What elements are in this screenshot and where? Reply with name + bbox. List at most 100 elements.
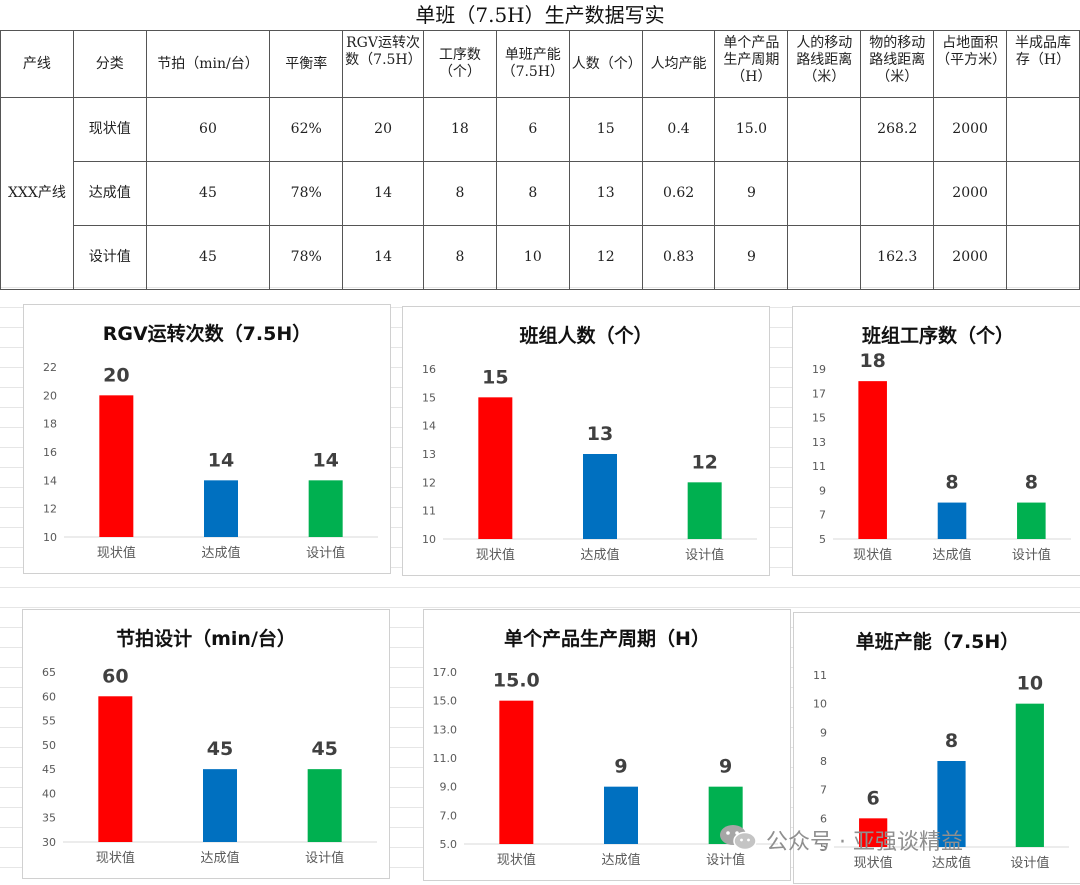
y-tick-label: 13.0 [433,723,458,736]
header-cell[interactable]: 产线 [0,30,74,98]
table-cell[interactable] [860,161,935,226]
bar[interactable] [858,381,887,539]
data-label: 12 [691,451,717,473]
y-tick-label: 22 [43,361,57,374]
table-cell[interactable]: 达成值 [72,161,147,226]
chart-title: RGV运转次数（7.5H） [103,322,312,345]
y-tick-label: 19 [812,363,826,376]
table-header-row: 产线 分类 节拍（min/台） 平衡率 RGV运转次数（7.5H） 工序数（个）… [0,30,1080,98]
table-cell[interactable]: 15 [568,97,643,162]
header-cell[interactable]: 分类 [72,30,147,98]
table-cell[interactable]: 45 [145,161,271,226]
category-label: 达成值 [580,547,619,563]
header-cell[interactable]: 人均产能 [641,30,716,98]
table-cell[interactable]: 162.3 [860,225,935,290]
table-cell[interactable]: 60 [145,97,271,162]
data-label: 45 [311,738,337,760]
table-cell[interactable]: 45 [145,225,271,290]
y-tick-label: 10 [422,533,436,546]
y-tick-label: 10 [43,531,57,544]
chart-rgv-runs[interactable]: RGV运转次数（7.5H） 10 12 14 16 18 20 22 20 现状值 14 达成值 14 设… [23,304,391,574]
table-cell[interactable]: 18 [422,97,497,162]
y-tick-label: 7 [820,784,827,797]
table-cell[interactable]: 现状值 [72,97,147,162]
table-cell[interactable]: 2000 [933,161,1008,226]
category-label: 现状值 [854,855,893,871]
table-cell[interactable]: 13 [568,161,643,226]
table-cell[interactable]: 20 [342,97,424,162]
table-cell[interactable]: 8 [495,161,570,226]
header-cell[interactable]: 物的移动路线距离（米） [860,30,935,98]
chart-team-process-count[interactable]: 班组工序数（个） 5 7 9 11 13 15 17 19 18 现状值 8 达成值 8 设计值 [792,306,1080,576]
header-cell[interactable]: 平衡率 [269,30,344,98]
bar[interactable] [604,786,638,844]
header-cell[interactable]: 单个产品生产周期（H） [714,30,789,98]
category-label: 达成值 [201,545,240,561]
data-label: 10 [1017,673,1043,695]
category-label: 设计值 [305,850,344,866]
chart-svg: RGV运转次数（7.5H） 10 12 14 16 18 20 22 20 现状值 14 达成值 14 设… [43,322,378,561]
table-cell[interactable] [787,97,862,162]
header-cell[interactable]: RGV运转次数（7.5H） [342,30,424,98]
bar[interactable] [583,454,617,539]
header-cell[interactable]: 节拍（min/台） [145,30,271,98]
table-cell[interactable]: 设计值 [72,225,147,290]
table-cell[interactable]: 9 [714,225,789,290]
bar[interactable] [859,818,888,847]
table-cell[interactable] [1006,97,1080,162]
bar[interactable] [1015,703,1044,847]
category-label: 达成值 [932,547,971,563]
table-cell[interactable]: 14 [342,161,424,226]
table-cell[interactable]: 9 [714,161,789,226]
table-cell[interactable]: 2000 [933,97,1008,162]
chart-takt-design[interactable]: 节拍设计（min/台） 30 35 40 45 50 55 60 65 60 现状值 45 达成值 45 设… [22,609,390,879]
table-cell[interactable]: 15.0 [714,97,789,162]
table-cell[interactable] [1006,161,1080,226]
chart-svg: 节拍设计（min/台） 30 35 40 45 50 55 60 65 60 现状值 45 达成值 45 设… [42,627,377,866]
table-cell[interactable]: 78% [269,225,344,290]
category-label: 设计值 [1010,855,1049,871]
bar[interactable] [478,397,513,539]
header-cell[interactable]: 人数（个） [568,30,643,98]
table-cell[interactable]: 2000 [933,225,1008,290]
bar[interactable] [99,395,134,537]
table-cell[interactable]: 12 [568,225,643,290]
bar[interactable] [937,502,967,539]
header-cell[interactable]: 人的移动路线距离（米） [787,30,862,98]
table-cell[interactable] [787,161,862,226]
table-cell[interactable]: 268.2 [860,97,935,162]
data-label: 60 [102,665,128,687]
table-cell[interactable]: 62% [269,97,344,162]
bar[interactable] [308,480,343,537]
bar[interactable] [687,482,722,539]
bar[interactable] [1017,502,1046,539]
header-cell[interactable]: 单班产能（7.5H） [495,30,570,98]
y-tick-label: 6 [820,812,827,825]
y-tick-label: 14 [422,420,436,433]
header-cell[interactable]: 半成品库存（H） [1006,30,1080,98]
table-cell[interactable]: 10 [495,225,570,290]
line-name-cell[interactable]: XXX产线 [0,97,74,290]
table-cell[interactable]: 14 [342,225,424,290]
table-cell[interactable]: 6 [495,97,570,162]
table-cell[interactable]: 8 [422,161,497,226]
table-cell[interactable]: 0.83 [641,225,716,290]
table-cell[interactable] [787,225,862,290]
header-cell[interactable]: 工序数（个） [422,30,497,98]
header-cell[interactable]: 占地面积（平方米） [933,30,1008,98]
table-cell[interactable] [1006,225,1080,290]
table-cell[interactable]: 78% [269,161,344,226]
bar[interactable] [307,769,342,842]
table-cell[interactable]: 0.62 [641,161,716,226]
bar[interactable] [204,480,238,537]
data-label: 14 [208,449,234,471]
bar[interactable] [203,769,237,842]
bar[interactable] [499,700,534,844]
chart-team-headcount[interactable]: 班组人数（个） 10 11 12 13 14 15 16 15 现状值 13 达成值 12 设计值 [402,306,770,576]
y-tick-label: 15 [812,412,826,425]
table-cell[interactable]: 8 [422,225,497,290]
table-cell[interactable]: 0.4 [641,97,716,162]
bar[interactable] [98,696,133,842]
bar[interactable] [937,761,966,847]
chart-shift-capacity[interactable]: 单班产能（7.5H） 5 6 7 8 9 10 11 6 现状值 8 达成值 10 设计值 [793,612,1080,884]
